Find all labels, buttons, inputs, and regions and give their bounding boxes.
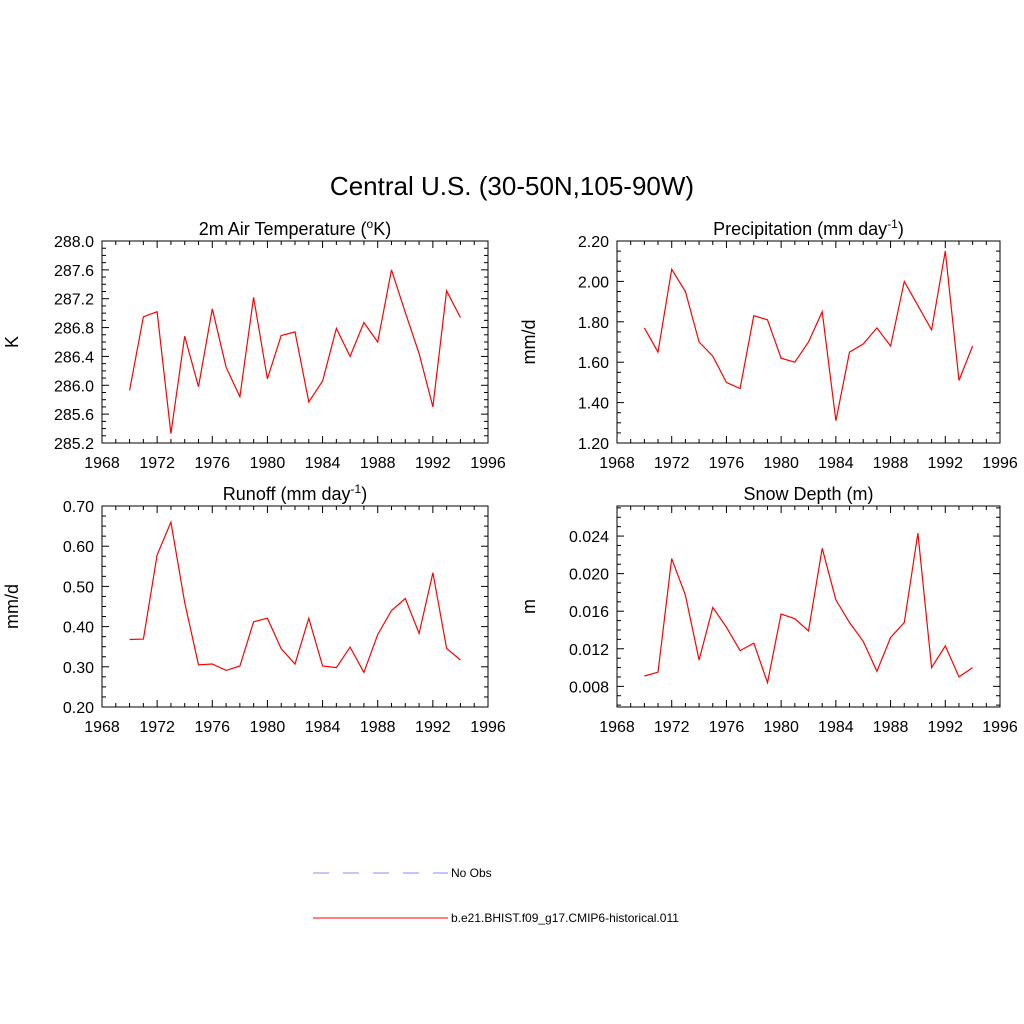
figure-title: Central U.S. (30-50N,105-90W)	[330, 171, 694, 201]
precipitation-title: Precipitation (mm day-1)	[713, 217, 904, 239]
panel-runoff: Runoff (mm day-1) 1968 1972 1976 1980 1984 198…	[2, 482, 506, 736]
precipitation-y-tick-label: 1.60	[578, 355, 609, 372]
snow-depth-y-tick-label: 0.016	[569, 604, 609, 621]
precipitation-x-tick-label: 1988	[873, 455, 909, 472]
precipitation-x-tick-label: 1976	[709, 455, 745, 472]
runoff-x-tick-label: 1976	[194, 719, 230, 736]
runoff-y-tick-label: 0.40	[63, 620, 94, 637]
precipitation-x-tick-label: 1996	[982, 455, 1018, 472]
snow-depth-y-tick-label: 0.012	[569, 642, 609, 659]
runoff-y-tick-label: 0.60	[63, 539, 94, 556]
snow-depth-x-tick-label: 1968	[599, 719, 635, 736]
precipitation-x-tick-label: 1968	[599, 455, 635, 472]
panel-temperature: 2m Air Temperature (oK) 1968 1972 1976 1980 1…	[2, 217, 506, 472]
precipitation-x-tick-label: 1972	[654, 455, 690, 472]
legend-label-2: b.e21.BHIST.f09_g17.CMIP6-historical.011	[451, 911, 679, 925]
runoff-y-tick-label: 0.50	[63, 579, 94, 596]
runoff-y-tick-label: 0.70	[63, 499, 94, 516]
temperature-x-tick-label: 1988	[360, 455, 396, 472]
snow-depth-y-axis-label: m	[519, 599, 539, 614]
panel-snow-depth: Snow Depth (m) 1968 1972 1976 1980 1984 1988 19…	[519, 484, 1018, 736]
precipitation-y-tick-label: 1.40	[578, 396, 609, 413]
temperature-x-tick-label: 1992	[415, 455, 451, 472]
snow-depth-plot-frame	[616, 505, 1001, 708]
precipitation-x-tick-label: 1992	[927, 455, 963, 472]
runoff-x-tick-label: 1992	[415, 719, 451, 736]
panel-precipitation: Precipitation (mm day-1) 1968 1972 1976 1980…	[519, 217, 1018, 472]
runoff-y-tick-label: 0.30	[63, 660, 94, 677]
temperature-x-tick-label: 1968	[84, 455, 120, 472]
runoff-y-axis-label: mm/d	[2, 584, 22, 629]
temperature-series-line	[129, 269, 461, 434]
snow-depth-title: Snow Depth (m)	[743, 484, 873, 504]
panels: 2m Air Temperature (oK) 1968 1972 1976 1980 1…	[2, 217, 1018, 736]
snow-depth-y-tick-label: 0.008	[569, 679, 609, 696]
temperature-y-tick-label: 285.2	[54, 436, 94, 453]
temperature-x-tick-label: 1972	[139, 455, 175, 472]
temperature-x-tick-label: 1984	[305, 455, 341, 472]
temperature-y-tick-label: 286.8	[54, 321, 94, 338]
precipitation-series-line	[643, 250, 974, 421]
runoff-title: Runoff (mm day-1)	[223, 482, 367, 504]
snow-depth-x-tick-label: 1988	[873, 719, 909, 736]
temperature-x-tick-label: 1980	[250, 455, 286, 472]
temperature-plot-frame	[101, 240, 489, 444]
precipitation-x-tick-label: 1980	[763, 455, 799, 472]
snow-depth-series-line	[644, 533, 973, 685]
snow-depth-x-tick-label: 1996	[982, 719, 1018, 736]
temperature-x-tick-label: 1976	[194, 455, 230, 472]
runoff-series-line	[129, 519, 461, 674]
precipitation-y-tick-label: 1.80	[578, 315, 609, 332]
runoff-x-tick-label: 1996	[470, 719, 506, 736]
temperature-y-tick-label: 288.0	[54, 234, 94, 251]
runoff-x-tick-label: 1980	[250, 719, 286, 736]
temperature-y-tick-label: 286.0	[54, 378, 94, 395]
runoff-x-tick-label: 1984	[305, 719, 341, 736]
precipitation-y-axis-label: mm/d	[519, 320, 539, 365]
precipitation-y-tick-label: 2.00	[578, 274, 609, 291]
snow-depth-y-tick-label: 0.024	[569, 529, 609, 546]
temperature-y-tick-label: 287.2	[54, 292, 94, 309]
precipitation-y-tick-label: 1.20	[578, 436, 609, 453]
runoff-plot-frame	[101, 505, 489, 708]
runoff-x-tick-label: 1972	[139, 719, 175, 736]
precipitation-x-tick-label: 1984	[818, 455, 854, 472]
runoff-y-tick-label: 0.20	[63, 700, 94, 717]
snow-depth-y-tick-label: 0.020	[569, 567, 609, 584]
snow-depth-x-tick-label: 1976	[709, 719, 745, 736]
legend: No Obs b.e21.BHIST.f09_g17.CMIP6-historic…	[313, 866, 679, 925]
precipitation-y-tick-label: 2.20	[578, 234, 609, 251]
temperature-y-axis-label: K	[2, 336, 22, 348]
temperature-title: 2m Air Temperature (oK)	[199, 217, 391, 239]
runoff-x-tick-label: 1968	[84, 719, 120, 736]
temperature-y-tick-label: 286.4	[54, 349, 94, 366]
snow-depth-x-tick-label: 1992	[927, 719, 963, 736]
temperature-y-tick-label: 287.6	[54, 263, 94, 280]
snow-depth-x-tick-label: 1980	[763, 719, 799, 736]
temperature-x-tick-label: 1996	[470, 455, 506, 472]
temperature-y-tick-label: 285.6	[54, 407, 94, 424]
runoff-x-tick-label: 1988	[360, 719, 396, 736]
snow-depth-x-tick-label: 1984	[818, 719, 854, 736]
snow-depth-x-tick-label: 1972	[654, 719, 690, 736]
legend-label-1: No Obs	[451, 866, 492, 880]
